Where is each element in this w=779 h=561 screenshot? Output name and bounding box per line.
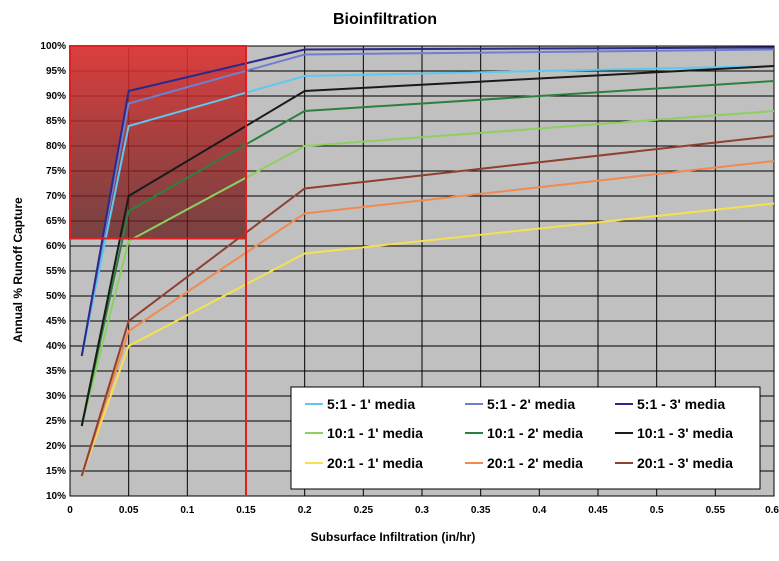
x-axis-ticks: 0 0.05 0.1 0.15 0.2 0.25 0.3 0.35 0.4 0.45 0.5 0.55… bbox=[67, 505, 779, 516]
series-line bbox=[80, 46, 775, 357]
x-tick-label: 0.5 bbox=[650, 505, 664, 516]
legend: 5:1 - 1' media 5:1 - 2' media 5:1 - 3' med… bbox=[290, 386, 761, 490]
y-tick-label: 50% bbox=[46, 291, 66, 302]
y-tick-label: 100% bbox=[40, 41, 66, 52]
legend-label: 20:1 - 3' media bbox=[637, 455, 733, 471]
legend-label: 10:1 - 3' media bbox=[637, 425, 733, 441]
x-tick-label: 0.4 bbox=[532, 505, 546, 516]
y-tick-label: 65% bbox=[46, 216, 66, 227]
x-tick-label: 0.2 bbox=[298, 505, 312, 516]
y-tick-label: 55% bbox=[46, 266, 66, 277]
series-line bbox=[80, 48, 775, 357]
y-tick-label: 45% bbox=[46, 316, 66, 327]
legend-label: 5:1 - 1' media bbox=[327, 396, 415, 412]
y-tick-label: 95% bbox=[46, 66, 66, 77]
series-line bbox=[80, 160, 775, 477]
shaded-region-border bbox=[69, 45, 247, 240]
series-line bbox=[80, 135, 775, 477]
y-tick-label: 80% bbox=[46, 141, 66, 152]
series-lines bbox=[80, 46, 775, 477]
y-tick-label: 30% bbox=[46, 391, 66, 402]
chart-title: Bioinfiltration bbox=[333, 11, 437, 28]
series-line bbox=[80, 65, 775, 357]
series-line bbox=[80, 202, 775, 477]
series-line bbox=[80, 65, 775, 427]
x-tick-label: 0.45 bbox=[588, 505, 608, 516]
x-tick-label: 0.1 bbox=[180, 505, 194, 516]
y-axis-label: Annual % Runoff Capture bbox=[11, 197, 25, 343]
y-tick-label: 85% bbox=[46, 116, 66, 127]
x-tick-label: 0.35 bbox=[471, 505, 491, 516]
x-tick-label: 0.3 bbox=[415, 505, 429, 516]
y-tick-label: 70% bbox=[46, 191, 66, 202]
legend-label: 20:1 - 1' media bbox=[327, 455, 423, 471]
legend-box bbox=[290, 386, 761, 490]
y-tick-label: 10% bbox=[46, 491, 66, 502]
y-tick-label: 75% bbox=[46, 166, 66, 177]
x-tick-label: 0.55 bbox=[706, 505, 726, 516]
y-tick-label: 20% bbox=[46, 441, 66, 452]
series-line bbox=[80, 80, 775, 427]
y-tick-label: 25% bbox=[46, 416, 66, 427]
y-tick-label: 35% bbox=[46, 366, 66, 377]
x-tick-label: 0 bbox=[67, 505, 73, 516]
y-tick-label: 15% bbox=[46, 466, 66, 477]
series-line bbox=[80, 110, 775, 427]
legend-label: 10:1 - 2' media bbox=[487, 425, 583, 441]
y-axis-ticks: 10% 15% 20% 25% 30% 35% 40% 45% 50% 55% 60% 65% 70% 7… bbox=[40, 41, 66, 502]
x-tick-label: 0.25 bbox=[354, 505, 374, 516]
x-axis-label: Subsurface Infiltration (in/hr) bbox=[311, 530, 476, 544]
legend-label: 5:1 - 2' media bbox=[487, 396, 575, 412]
legend-label: 20:1 - 2' media bbox=[487, 455, 583, 471]
y-tick-label: 40% bbox=[46, 341, 66, 352]
y-tick-label: 90% bbox=[46, 91, 66, 102]
x-tick-label: 0.15 bbox=[236, 505, 256, 516]
y-tick-label: 60% bbox=[46, 241, 66, 252]
reference-lines bbox=[69, 45, 247, 496]
x-tick-label: 0.6 bbox=[765, 505, 779, 516]
x-tick-label: 0.05 bbox=[119, 505, 139, 516]
legend-label: 10:1 - 1' media bbox=[327, 425, 423, 441]
legend-label: 5:1 - 3' media bbox=[637, 396, 725, 412]
